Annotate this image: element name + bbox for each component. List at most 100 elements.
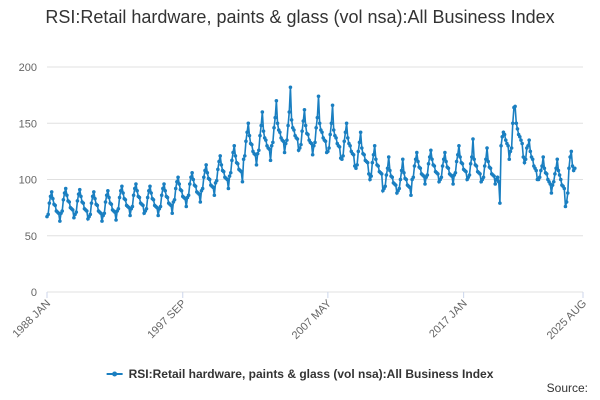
data-point	[454, 159, 459, 164]
data-point	[398, 177, 403, 182]
data-point	[385, 166, 390, 171]
data-point	[89, 201, 94, 205]
data-point	[342, 139, 347, 144]
data-point	[430, 157, 434, 162]
data-point	[62, 191, 67, 195]
data-point	[370, 160, 375, 165]
data-point	[397, 186, 402, 191]
data-point	[343, 130, 348, 135]
data-point	[411, 175, 416, 180]
data-point	[500, 134, 505, 139]
data-point	[114, 218, 118, 222]
data-point	[441, 157, 446, 162]
x-tick-label: 1988 JAN	[10, 298, 53, 341]
data-point	[109, 202, 114, 207]
data-point	[407, 185, 412, 190]
data-point	[562, 186, 567, 191]
data-point	[534, 168, 538, 173]
data-point	[376, 164, 380, 168]
y-tick-label: 150	[19, 118, 37, 130]
data-point	[93, 196, 97, 201]
data-point	[451, 182, 455, 186]
data-point	[288, 85, 293, 90]
data-point	[432, 164, 437, 168]
data-point	[67, 200, 72, 204]
data-point	[557, 173, 562, 177]
data-point	[141, 203, 145, 208]
data-point	[264, 138, 268, 142]
data-point	[287, 110, 292, 114]
data-point	[326, 149, 330, 154]
data-point	[569, 149, 574, 154]
data-point	[205, 170, 210, 175]
data-point	[202, 175, 206, 180]
data-point	[102, 211, 107, 216]
data-point	[159, 193, 164, 198]
data-point	[65, 193, 69, 198]
data-point	[151, 197, 156, 202]
data-point	[219, 163, 224, 167]
data-point	[92, 190, 96, 194]
data-point	[368, 177, 372, 182]
data-point	[518, 134, 522, 139]
data-point	[520, 141, 524, 146]
data-point	[541, 155, 546, 159]
data-point	[227, 174, 232, 178]
data-point	[357, 140, 362, 145]
data-point	[402, 170, 406, 175]
data-point	[310, 152, 315, 157]
data-point	[173, 186, 178, 191]
data-point	[467, 173, 472, 177]
data-point	[232, 143, 237, 148]
data-point	[404, 177, 409, 182]
data-point	[418, 166, 423, 171]
data-point	[515, 127, 520, 131]
data-point	[351, 152, 356, 157]
data-point	[379, 172, 384, 176]
data-point	[527, 138, 531, 142]
data-point	[301, 119, 306, 123]
data-point	[275, 121, 280, 126]
data-point	[233, 154, 238, 158]
data-point	[145, 195, 150, 200]
data-point	[565, 191, 570, 195]
data-point	[507, 157, 512, 162]
data-point	[464, 169, 468, 174]
data-point	[163, 188, 168, 193]
data-point	[58, 219, 62, 223]
data-point	[558, 177, 563, 182]
data-point	[250, 142, 254, 147]
data-point	[46, 212, 50, 217]
data-point	[537, 175, 542, 180]
data-point	[521, 155, 526, 159]
data-point	[369, 174, 373, 178]
data-point	[460, 161, 465, 166]
data-point	[81, 201, 86, 205]
data-point	[137, 195, 142, 200]
data-point	[295, 137, 300, 141]
data-point	[358, 130, 363, 135]
data-point	[245, 130, 249, 135]
y-tick-label: 50	[25, 231, 37, 243]
data-point	[131, 193, 136, 198]
data-point	[488, 166, 493, 171]
data-point	[135, 188, 139, 193]
data-point	[100, 219, 104, 223]
data-point	[365, 160, 370, 165]
data-point	[415, 150, 419, 155]
data-point	[186, 193, 191, 198]
data-point	[158, 204, 163, 209]
data-point	[316, 94, 321, 99]
x-tick-label: 2017 JAN	[427, 298, 470, 341]
data-point	[118, 188, 123, 193]
data-point	[341, 154, 345, 158]
data-point	[556, 168, 561, 173]
data-point	[241, 157, 246, 162]
data-point	[144, 206, 149, 211]
data-point	[481, 175, 486, 180]
data-point	[522, 160, 527, 165]
data-point	[200, 186, 205, 191]
data-point	[204, 163, 208, 167]
data-point	[551, 179, 556, 184]
